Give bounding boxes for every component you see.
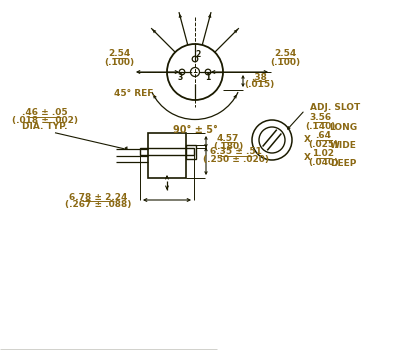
Text: (.015): (.015) xyxy=(244,80,274,90)
Bar xyxy=(148,133,186,178)
Bar xyxy=(186,145,196,159)
Text: WIDE: WIDE xyxy=(330,141,356,150)
Text: (.250 ± .020): (.250 ± .020) xyxy=(203,155,269,164)
Text: 3.56: 3.56 xyxy=(309,113,331,122)
Text: (.018 ± .002): (.018 ± .002) xyxy=(12,116,78,125)
Text: 1.02: 1.02 xyxy=(312,149,334,159)
Text: 3: 3 xyxy=(177,73,183,82)
Text: ADJ. SLOT: ADJ. SLOT xyxy=(310,104,360,112)
Text: 2.54: 2.54 xyxy=(274,49,296,58)
Text: (.180): (.180) xyxy=(213,142,243,151)
Text: (.025): (.025) xyxy=(308,140,338,148)
Text: .64: .64 xyxy=(315,132,331,140)
Text: (.267 ± .088): (.267 ± .088) xyxy=(65,201,131,210)
Text: (.040): (.040) xyxy=(308,158,338,167)
Text: (.100): (.100) xyxy=(104,57,134,66)
Text: 2: 2 xyxy=(196,50,201,59)
Text: 4.57: 4.57 xyxy=(217,134,239,143)
Text: 6.35 ± .51: 6.35 ± .51 xyxy=(210,147,262,156)
Text: DEEP: DEEP xyxy=(330,160,356,168)
Text: 2.54: 2.54 xyxy=(108,49,130,58)
Text: X: X xyxy=(304,135,310,145)
Text: .38: .38 xyxy=(251,72,267,82)
Text: X: X xyxy=(304,154,310,162)
Text: (.100): (.100) xyxy=(270,57,300,66)
Text: (.140): (.140) xyxy=(305,121,335,131)
Text: .46 ± .05: .46 ± .05 xyxy=(22,108,68,117)
Text: 45° REF.: 45° REF. xyxy=(114,90,156,98)
Text: LONG: LONG xyxy=(329,124,357,133)
Text: 6.78 ± 2.24: 6.78 ± 2.24 xyxy=(69,193,127,202)
Bar xyxy=(140,148,194,155)
Text: 1: 1 xyxy=(205,73,211,82)
Text: 90° ± 5°: 90° ± 5° xyxy=(172,125,218,135)
Text: DIA. TYP.: DIA. TYP. xyxy=(22,122,68,131)
